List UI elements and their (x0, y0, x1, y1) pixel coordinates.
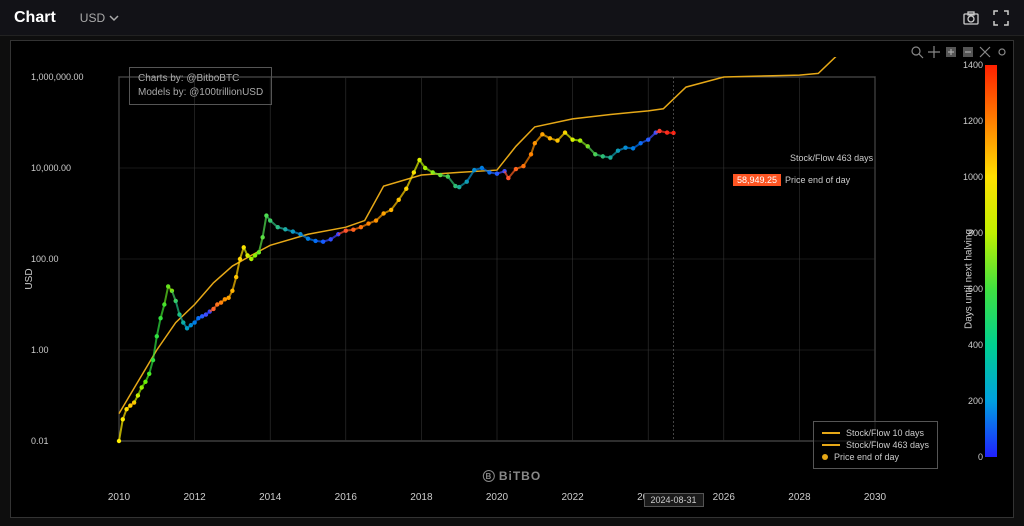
x-tick: 2030 (864, 492, 886, 503)
y-tick: 1.00 (31, 345, 49, 355)
colorbar-label: Days until next halving (963, 229, 974, 329)
reset-icon[interactable] (978, 45, 992, 59)
bitbo-logo-icon: B (483, 470, 495, 482)
chart-plot[interactable] (69, 57, 945, 477)
colorbar-tick: 1400 (963, 60, 983, 70)
legend-swatch (822, 432, 840, 434)
settings-icon[interactable] (995, 45, 1009, 59)
colorbar (985, 65, 997, 457)
credits-line1: Charts by: @BitboBTC (138, 72, 263, 86)
x-tick: 2010 (108, 492, 130, 503)
x-tick: 2020 (486, 492, 508, 503)
pan-icon[interactable] (927, 45, 941, 59)
watermark-text: BiTBO (499, 469, 541, 483)
x-tick: 2012 (183, 492, 205, 503)
price-value: 58,949.25 (733, 174, 781, 186)
colorbar-tick: 200 (968, 396, 983, 406)
colorbar-tick: 1200 (963, 116, 983, 126)
x-tick: 2022 (561, 492, 583, 503)
colorbar-tick: 400 (968, 340, 983, 350)
x-tick: 2016 (335, 492, 357, 503)
chart-legend: Stock/Flow 10 days Stock/Flow 463 days Pri… (813, 421, 938, 469)
legend-swatch (822, 444, 840, 446)
y-tick: 100.00 (31, 254, 59, 264)
colorbar-tick: 600 (968, 284, 983, 294)
y-axis-label: USD (24, 268, 35, 289)
chart-toolbar (910, 45, 1009, 59)
x-tick: 2026 (713, 492, 735, 503)
x-tick: 2018 (410, 492, 432, 503)
legend-item: Price end of day (822, 452, 929, 462)
currency-selector[interactable]: USD (80, 11, 119, 25)
price-value-label: 58,949.25 Price end of day (729, 173, 854, 187)
legend-item: Stock/Flow 10 days (822, 428, 929, 438)
fullscreen-icon[interactable] (992, 9, 1010, 27)
colorbar-tick: 800 (968, 228, 983, 238)
camera-icon[interactable] (962, 9, 980, 27)
colorbar-tick: 1000 (963, 172, 983, 182)
y-tick: 1,000,000.00 (31, 72, 84, 82)
zoom-icon[interactable] (910, 45, 924, 59)
y-tick: 10,000.00 (31, 163, 71, 173)
zoom-in-icon[interactable] (944, 45, 958, 59)
legend-item: Stock/Flow 463 days (822, 440, 929, 450)
chart-container: Charts by: @BitboBTC Models by: @100tril… (10, 40, 1014, 518)
zoom-out-icon[interactable] (961, 45, 975, 59)
chart-watermark: B BiTBO (483, 469, 541, 483)
chart-title: Chart (14, 9, 56, 27)
x-tick: 2028 (788, 492, 810, 503)
x-tick: 2014 (259, 492, 281, 503)
price-value-text: Price end of day (785, 175, 850, 185)
legend-swatch (822, 454, 828, 460)
colorbar-tick: 0 (978, 452, 983, 462)
y-tick: 0.01 (31, 436, 49, 446)
chart-credits: Charts by: @BitboBTC Models by: @100tril… (129, 67, 272, 105)
stockflow-value: 201,023.17 (733, 152, 786, 164)
credits-line2: Models by: @100trillionUSD (138, 86, 263, 100)
hover-date-badge: 2024-08-31 (643, 493, 703, 507)
stockflow-value-text: Stock/Flow 463 days (790, 153, 873, 163)
legend-label: Price end of day (834, 452, 899, 462)
chevron-down-icon (109, 13, 119, 23)
legend-label: Stock/Flow 10 days (846, 428, 924, 438)
currency-label: USD (80, 11, 105, 25)
stockflow-value-label: 201,023.17 Stock/Flow 463 days (729, 151, 877, 165)
chart-header: Chart USD (0, 0, 1024, 36)
legend-label: Stock/Flow 463 days (846, 440, 929, 450)
